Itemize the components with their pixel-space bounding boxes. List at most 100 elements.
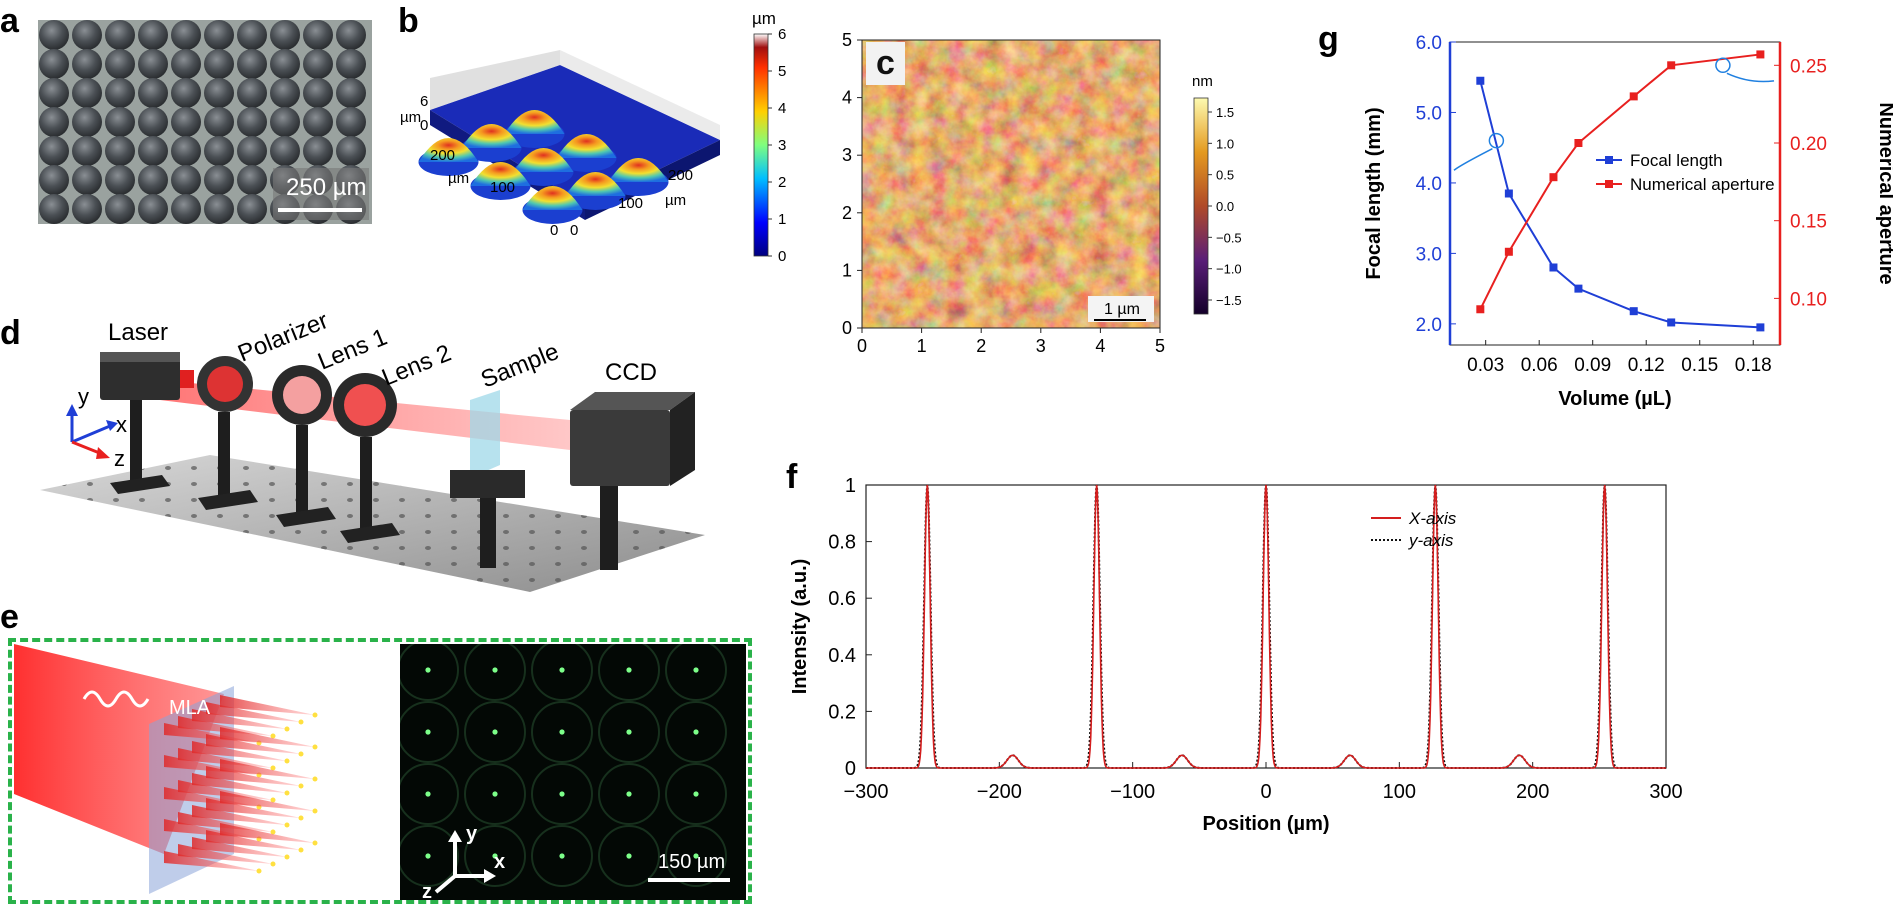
panel-d-axis-x [71,424,111,444]
panel-b-3d-plot: µm 6 0 200 100 µm 0 200 100 µm 0 [400,50,720,239]
focus-cone [220,695,315,715]
microlens [39,20,69,50]
panel-g-data-point [1476,76,1485,85]
panel-g-data-point [1504,247,1513,256]
panel-g-data-point [1629,92,1638,101]
panel-b-z-tick-6: 6 [420,93,428,110]
panel-g-data-point [1574,139,1583,147]
panel-g-data-point [1667,318,1676,327]
panel-b-colorbar-tick: 5 [778,63,786,80]
panel-e-focal-spots: y x z 150 µm [397,639,746,903]
panel-g-data-point [1504,189,1513,198]
panel-c-scale-label: 1 µm [1104,301,1140,318]
focal-spot [626,853,632,859]
microlens [336,49,366,79]
panel-g-data-point [1549,263,1558,272]
microlens [105,107,135,137]
panel-e-axis-z-label: z [422,881,432,900]
panel-g-y-left-label: Focal length (mm) [1363,107,1385,279]
focal-spot [425,729,431,735]
panel-c-plot: 0 1 2 3 4 5 0 1 2 3 4 5 1 µm [842,30,1165,356]
panel-f-x-tick: −100 [1110,781,1155,803]
microlens [237,165,267,195]
panel-d-setup: y x z Laser Polarizer Lens 1 Lens 2 Samp… [30,300,710,595]
panel-e-mla-illustration: MLA [14,644,394,900]
panel-a-scale-bar [278,208,362,212]
microlens [270,78,300,108]
panel-f-x-tick: 100 [1383,781,1416,803]
sample-slide [470,390,500,478]
focal-spot [425,853,431,859]
microlens [171,107,201,137]
panel-c-x-tick: 4 [1095,336,1105,356]
microlens [138,78,168,108]
panel-f-x-tick: 0 [1260,781,1271,803]
panel-g-y-right-tick: 0.15 [1790,212,1827,233]
panel-c-y-tick: 4 [842,88,852,108]
panel-c-colorbar-tick: 1.0 [1216,136,1234,151]
microlens [171,20,201,50]
microlens [105,20,135,50]
panel-f-legend-x: X-axis [1408,509,1457,528]
microlens [270,49,300,79]
panel-f-y-tick: 0.2 [828,701,856,723]
panel-c-colorbar-tick: 1.5 [1216,105,1234,120]
panel-f-y-tick: 0 [845,758,856,780]
panel-g-x-tick: 0.09 [1574,355,1611,376]
panel-f-series-x-axis [866,484,1666,769]
microlens [336,78,366,108]
label-ccd: CCD [605,359,657,386]
microlens [39,78,69,108]
microlens [204,49,234,79]
microlens [138,107,168,137]
focus-cone [220,791,315,811]
focal-spot [626,729,632,735]
microlens [237,136,267,166]
panel-d-axis-x-label: x [116,412,127,437]
panel-g-chart: 0.03 0.06 0.09 0.12 0.15 0.18 2.0 3.0 4.0 5.0 6.0 0… [1300,30,1893,450]
panel-c-x-tick: 2 [976,336,986,356]
lens-dome [470,162,531,186]
microlens [105,194,135,224]
focus-cone [220,727,315,747]
focal-spot [693,729,699,735]
focal-spot [559,667,565,673]
microlens [237,20,267,50]
microlens [237,78,267,108]
microlens [204,165,234,195]
panel-b-3d-profile: µm 6 0 200 100 µm 0 200 100 µm 0 [400,30,730,260]
panel-g-data-point [1629,307,1638,316]
panel-g-data-point [1667,61,1676,70]
panel-b-x-tick-0: 0 [550,222,558,239]
panel-b-colorbar: µm 6 5 4 3 2 1 0 [752,8,812,266]
panel-b-colorbar-tick: 2 [778,174,786,191]
panel-f-y-tick: 1 [845,475,856,497]
focal-spot [425,791,431,797]
focal-spot [492,729,498,735]
focal-spot [626,791,632,797]
panel-f-y-label: Intensity (a.u.) [789,559,811,695]
panel-g-y-left-tick: 4.0 [1416,174,1442,195]
panel-b-colorbar-tick: 6 [778,26,786,43]
focal-spot [693,667,699,673]
panel-b-colorbar-unit: µm [752,9,776,28]
panel-c-colorbar-tick: −1.5 [1216,293,1242,308]
panel-b-y-tick-0: 0 [570,222,578,239]
label-laser: Laser [108,319,168,346]
microlens [72,136,102,166]
panel-g-y-left-tick: 2.0 [1416,315,1442,336]
focus-cone [220,759,315,779]
panel-e-frame [8,638,752,904]
microlens [303,20,333,50]
microlens [72,194,102,224]
panel-f-y-tick: 0.4 [828,645,856,667]
microlens [171,49,201,79]
microlens [303,136,333,166]
panel-label-g: g [1318,20,1339,58]
microlens [138,194,168,224]
microlens [138,165,168,195]
microlens [336,136,366,166]
panel-b-colorbar-tick: 0 [778,248,786,265]
microlens [105,165,135,195]
panel-f-y-tick: 0.8 [828,532,856,554]
